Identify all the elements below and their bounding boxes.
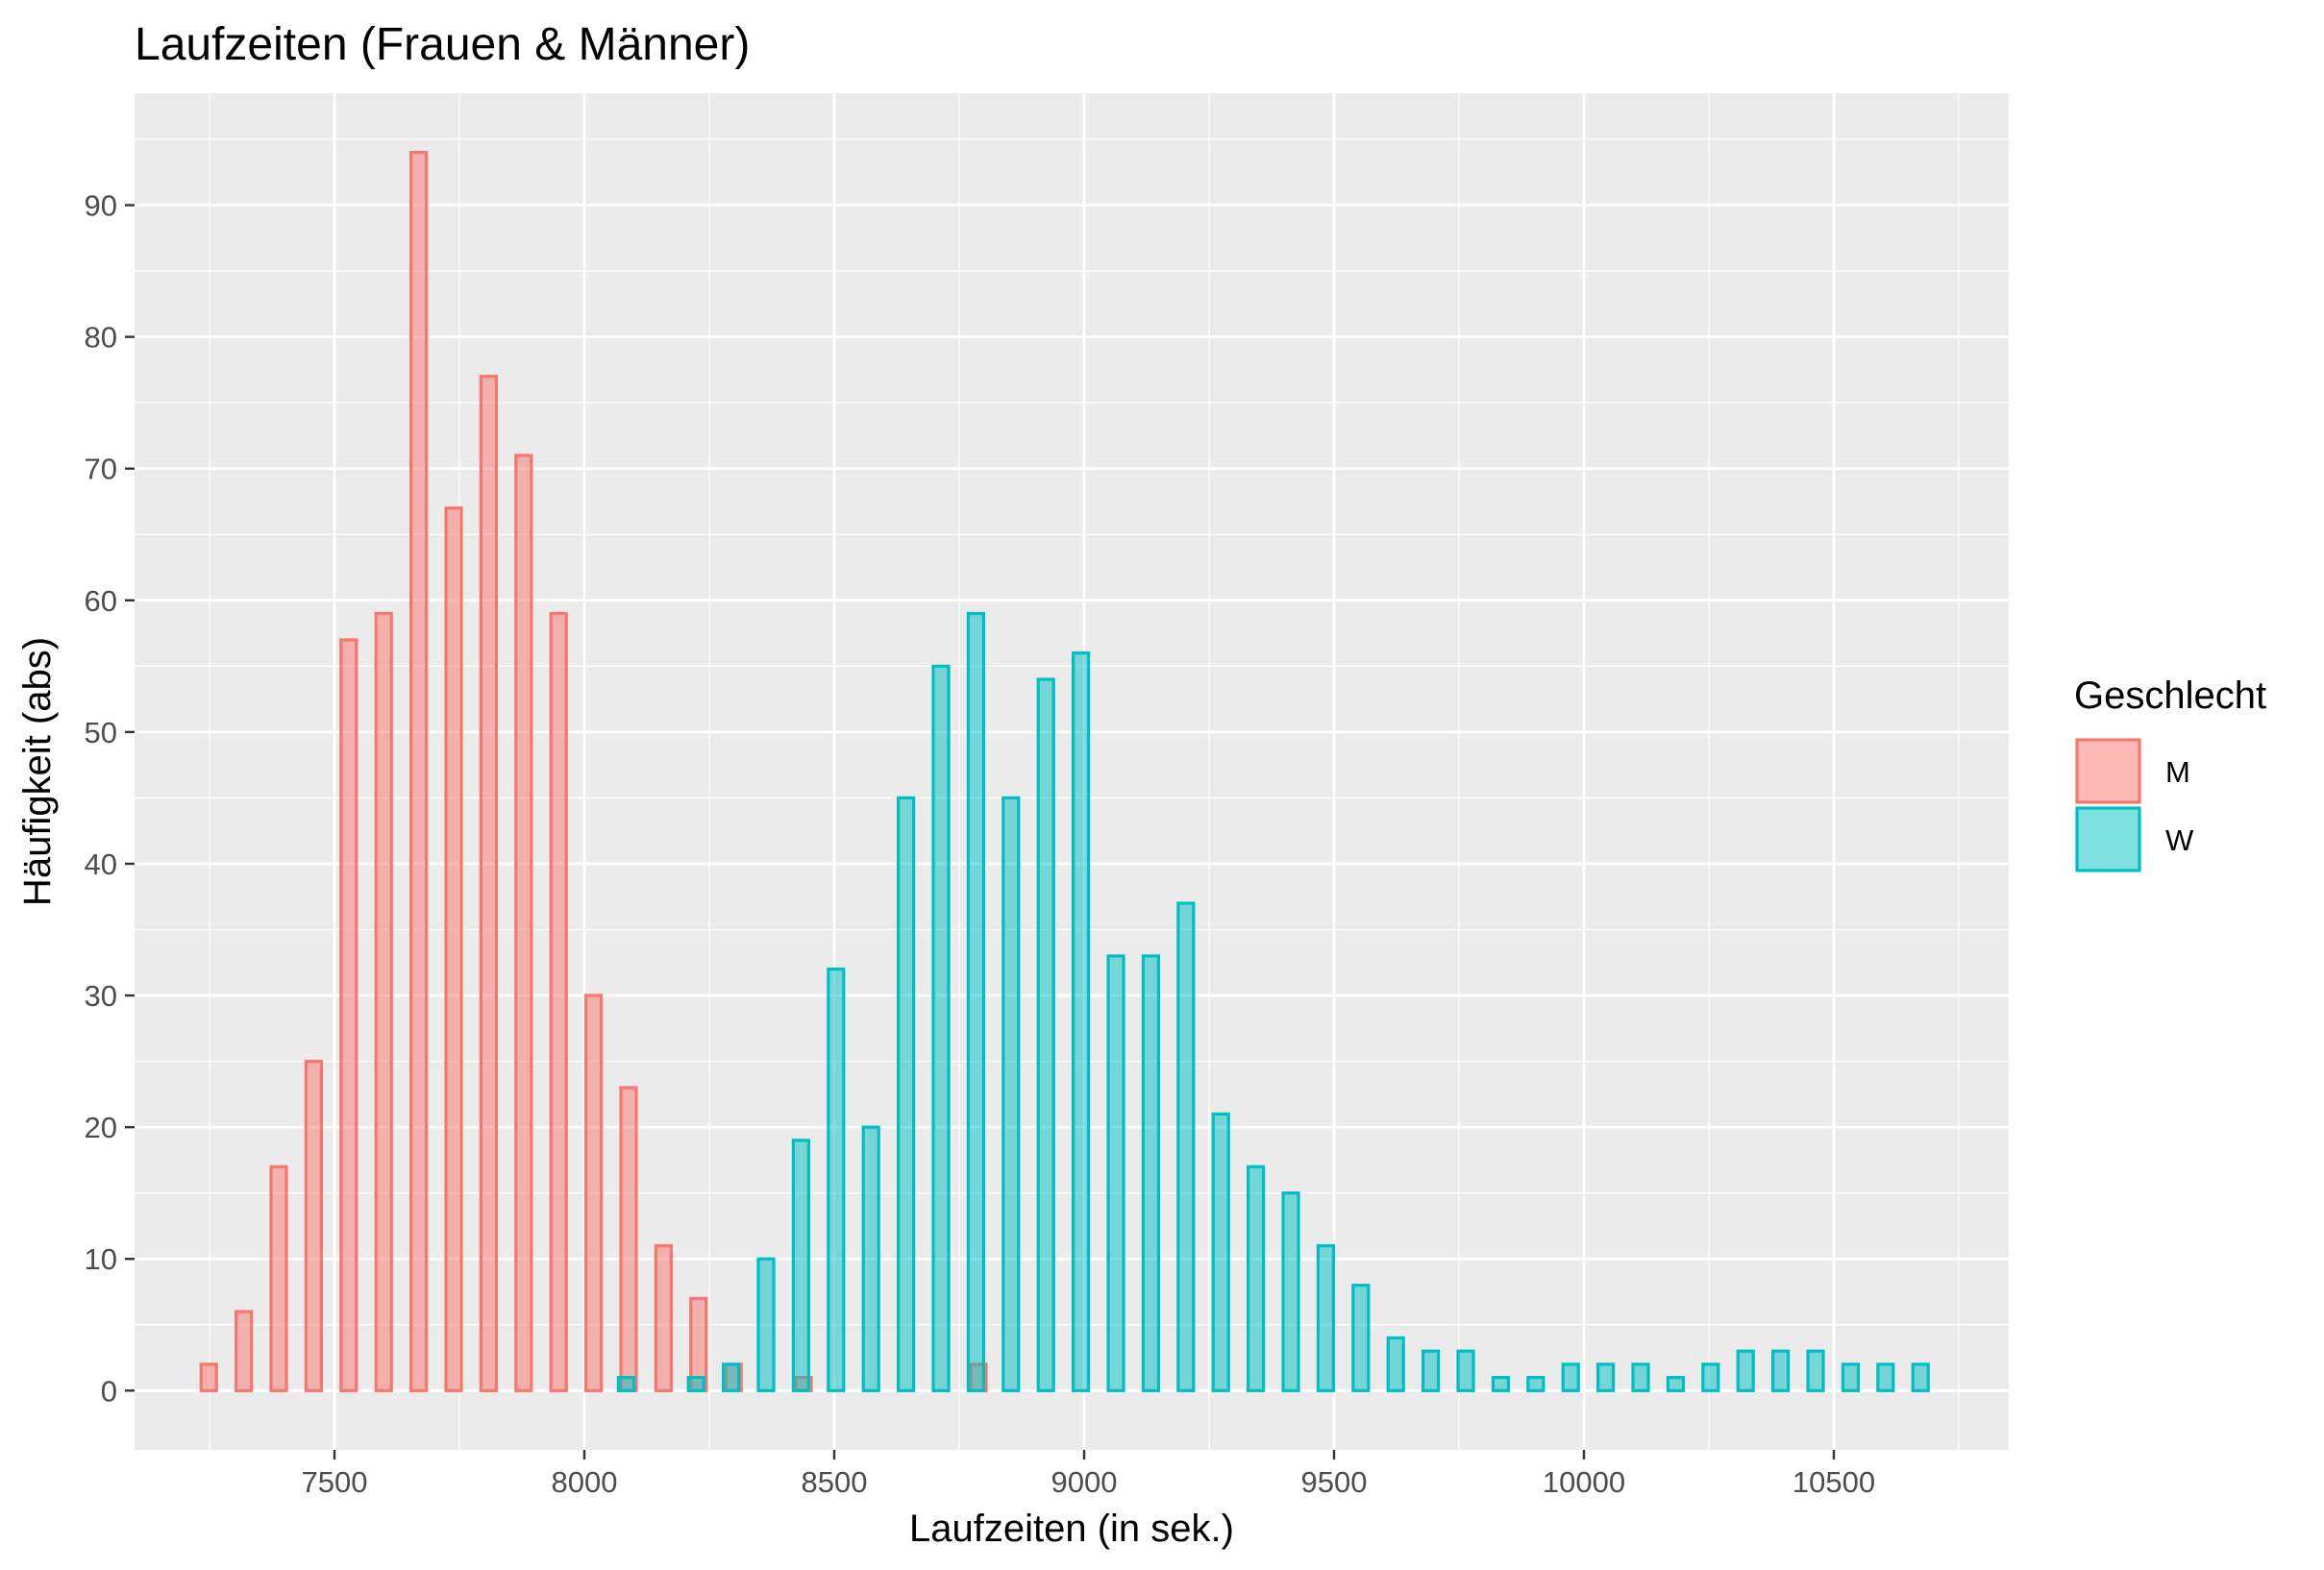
bar-m xyxy=(269,1165,288,1392)
y-axis: 0 10 20 30 40 50 60 70 80 90 xyxy=(85,189,135,1408)
y-tick-label: 0 xyxy=(101,1374,117,1408)
legend-title: Geschlecht xyxy=(2074,675,2266,717)
bar-m xyxy=(514,454,533,1392)
bar-w xyxy=(1876,1362,1895,1392)
bar-m xyxy=(409,151,429,1392)
legend-label-m: M xyxy=(2165,755,2190,789)
y-tick-label: 40 xyxy=(85,847,117,881)
legend-key-w xyxy=(2075,806,2141,872)
bar-w xyxy=(1456,1349,1475,1392)
bar-w xyxy=(1072,651,1091,1392)
bar-m xyxy=(304,1059,324,1392)
bar-w xyxy=(722,1362,741,1392)
bar-m xyxy=(374,611,393,1392)
bar-w xyxy=(1596,1362,1616,1392)
bar-w xyxy=(1036,677,1055,1392)
y-tick-label: 20 xyxy=(85,1111,117,1144)
bar-m xyxy=(444,506,463,1392)
bar-w xyxy=(1526,1376,1545,1392)
x-tick-label: 8500 xyxy=(802,1465,868,1499)
bar-w xyxy=(1771,1349,1791,1392)
bar-w xyxy=(1806,1349,1825,1392)
x-tick-label: 9000 xyxy=(1051,1465,1118,1499)
bar-m xyxy=(619,1086,638,1392)
bar-w xyxy=(1247,1165,1266,1392)
x-tick-label: 9500 xyxy=(1301,1465,1368,1499)
y-tick-label: 50 xyxy=(85,716,117,749)
y-tick-label: 90 xyxy=(85,189,117,223)
bar-w xyxy=(1491,1376,1511,1392)
bar-w xyxy=(1176,901,1196,1392)
bar-w xyxy=(1561,1362,1580,1392)
x-tick-label: 10500 xyxy=(1792,1465,1875,1499)
bar-w xyxy=(1141,954,1161,1392)
bar-w xyxy=(1316,1243,1336,1392)
bar-w xyxy=(616,1376,636,1392)
bar-w xyxy=(1666,1376,1686,1392)
bar-w xyxy=(1106,954,1125,1392)
legend-key-m xyxy=(2075,738,2141,804)
y-tick-label: 10 xyxy=(85,1242,117,1276)
bar-w xyxy=(1841,1362,1861,1392)
bar-w xyxy=(1736,1349,1755,1392)
bar-m xyxy=(235,1310,254,1392)
bar-w xyxy=(1351,1284,1371,1392)
bar-w xyxy=(931,664,951,1392)
bars xyxy=(199,151,1930,1392)
bar-w xyxy=(1386,1336,1405,1392)
bar-w xyxy=(897,796,916,1392)
bar-w xyxy=(1281,1191,1300,1392)
bar-m xyxy=(339,638,358,1392)
bar-m xyxy=(199,1362,218,1392)
x-axis: 7500 8000 8500 9000 9500 10000 10500 xyxy=(302,1450,1875,1499)
bar-m xyxy=(479,375,499,1392)
bar-w xyxy=(1631,1362,1650,1392)
bar-m xyxy=(549,611,568,1392)
bar-w xyxy=(1001,796,1021,1392)
x-axis-title: Laufzeiten (in sek.) xyxy=(909,1508,1234,1550)
bar-w xyxy=(791,1139,811,1392)
bar-w xyxy=(686,1376,705,1392)
bar-w xyxy=(756,1257,776,1392)
bar-w xyxy=(827,968,846,1392)
bar-m xyxy=(584,994,604,1392)
bar-w xyxy=(1911,1362,1930,1392)
bar-w xyxy=(966,611,986,1392)
y-tick-label: 80 xyxy=(85,321,117,355)
bar-w xyxy=(1701,1362,1720,1392)
y-tick-label: 30 xyxy=(85,979,117,1013)
y-tick-label: 70 xyxy=(85,453,117,486)
x-tick-label: 7500 xyxy=(302,1465,368,1499)
chart-title: Laufzeiten (Frauen & Männer) xyxy=(135,19,750,70)
bar-w xyxy=(1422,1349,1441,1392)
x-tick-label: 10000 xyxy=(1543,1465,1625,1499)
y-tick-label: 60 xyxy=(85,584,117,618)
x-tick-label: 8000 xyxy=(552,1465,618,1499)
bar-w xyxy=(1211,1112,1230,1392)
bar-m xyxy=(654,1243,674,1392)
legend: Geschlecht MW xyxy=(2074,675,2266,873)
bar-w xyxy=(861,1125,880,1392)
y-axis-title: Häufigkeit (abs) xyxy=(16,637,59,906)
legend-label-w: W xyxy=(2165,823,2194,857)
